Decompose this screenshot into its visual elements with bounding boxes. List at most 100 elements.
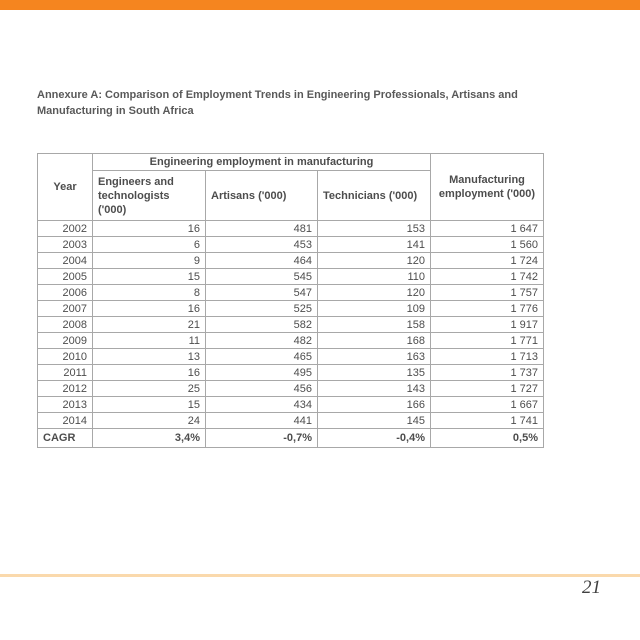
cell-artisans: 545 [205,268,318,285]
cell-engineers: 15 [92,268,206,285]
cell-technicians: 109 [317,300,431,317]
cell-year: 2012 [37,380,93,397]
cell-manufacturing: 1 771 [430,332,544,349]
table-row: 2010 13 465 163 1 713 [37,348,544,365]
table-row: 2007 16 525 109 1 776 [37,300,544,317]
cell-year: 2002 [37,220,93,237]
cell-artisans: 465 [205,348,318,365]
cagr-artisans: -0,7% [205,428,318,448]
cell-engineers: 24 [92,412,206,429]
col-header-engineers: Engineers and technologists ('000) [92,170,206,221]
cell-year: 2011 [37,364,93,381]
cagr-row: CAGR 3,4% -0,7% -0,4% 0,5% [37,428,544,448]
cell-manufacturing: 1 560 [430,236,544,253]
cagr-label: CAGR [37,428,93,448]
table-row: 2005 15 545 110 1 742 [37,268,544,285]
cell-engineers: 16 [92,220,206,237]
cell-artisans: 481 [205,220,318,237]
cell-technicians: 120 [317,252,431,269]
cell-technicians: 166 [317,396,431,413]
table-row: 2014 24 441 145 1 741 [37,412,544,429]
footer-rule [0,574,640,577]
cell-manufacturing: 1 724 [430,252,544,269]
cell-artisans: 482 [205,332,318,349]
cell-engineers: 8 [92,284,206,301]
cell-engineers: 13 [92,348,206,365]
table-sub-header-row: Engineers and technologists ('000) Artis… [38,170,544,221]
cagr-manufacturing: 0,5% [430,428,544,448]
cell-manufacturing: 1 647 [430,220,544,237]
cell-year: 2013 [37,396,93,413]
cell-manufacturing: 1 742 [430,268,544,285]
employment-table: Year Engineering employment in manufactu… [37,153,544,448]
cell-manufacturing: 1 917 [430,316,544,333]
col-header-technicians: Technicians ('000) [317,170,431,221]
cell-manufacturing: 1 741 [430,412,544,429]
cell-engineers: 21 [92,316,206,333]
cell-technicians: 120 [317,284,431,301]
cell-year: 2009 [37,332,93,349]
group-header-engineering-employment: Engineering employment in manufacturing [92,153,431,171]
table-row: 2004 9 464 120 1 724 [37,252,544,269]
cagr-engineers: 3,4% [92,428,206,448]
cell-manufacturing: 1 737 [430,364,544,381]
table-row: 2009 11 482 168 1 771 [37,332,544,349]
cell-artisans: 453 [205,236,318,253]
cell-engineers: 15 [92,396,206,413]
cell-manufacturing: 1 713 [430,348,544,365]
cell-technicians: 145 [317,412,431,429]
cell-artisans: 434 [205,396,318,413]
page-title-line2: Manufacturing in South Africa [37,105,194,117]
cell-year: 2004 [37,252,93,269]
cell-manufacturing: 1 776 [430,300,544,317]
cell-artisans: 582 [205,316,318,333]
table-row: 2012 25 456 143 1 727 [37,380,544,397]
cell-year: 2014 [37,412,93,429]
cell-manufacturing: 1 727 [430,380,544,397]
cell-technicians: 141 [317,236,431,253]
cell-manufacturing: 1 667 [430,396,544,413]
cell-engineers: 16 [92,364,206,381]
cell-year: 2005 [37,268,93,285]
cell-year: 2007 [37,300,93,317]
table-row: 2013 15 434 166 1 667 [37,396,544,413]
cell-artisans: 495 [205,364,318,381]
table-row: 2002 16 481 153 1 647 [37,220,544,237]
page-number: 21 [582,577,601,598]
col-header-artisans: Artisans ('000) [205,170,318,221]
table-row: 2011 16 495 135 1 737 [37,364,544,381]
cell-artisans: 456 [205,380,318,397]
cell-year: 2006 [37,284,93,301]
table-group-header-row: Year Engineering employment in manufactu… [37,153,544,221]
cell-technicians: 143 [317,380,431,397]
cell-year: 2010 [37,348,93,365]
cell-manufacturing: 1 757 [430,284,544,301]
cell-engineers: 25 [92,380,206,397]
cell-technicians: 153 [317,220,431,237]
cell-technicians: 135 [317,364,431,381]
cell-technicians: 110 [317,268,431,285]
cell-engineers: 16 [92,300,206,317]
cell-engineers: 6 [92,236,206,253]
cell-technicians: 168 [317,332,431,349]
cell-engineers: 11 [92,332,206,349]
cell-artisans: 464 [205,252,318,269]
page-title: Annexure A: Comparison of Employment Tre… [37,87,539,119]
col-header-year: Year [37,153,93,221]
cagr-technicians: -0,4% [317,428,431,448]
table-row: 2006 8 547 120 1 757 [37,284,544,301]
cell-technicians: 158 [317,316,431,333]
cell-year: 2008 [37,316,93,333]
cell-artisans: 441 [205,412,318,429]
table-row: 2003 6 453 141 1 560 [37,236,544,253]
cell-artisans: 547 [205,284,318,301]
top-accent-bar [0,0,640,10]
col-header-manufacturing: Manufacturing employment ('000) [430,153,544,221]
page-title-line1: Annexure A: Comparison of Employment Tre… [37,89,518,101]
table-row: 2008 21 582 158 1 917 [37,316,544,333]
cell-year: 2003 [37,236,93,253]
cell-artisans: 525 [205,300,318,317]
cell-engineers: 9 [92,252,206,269]
cell-technicians: 163 [317,348,431,365]
